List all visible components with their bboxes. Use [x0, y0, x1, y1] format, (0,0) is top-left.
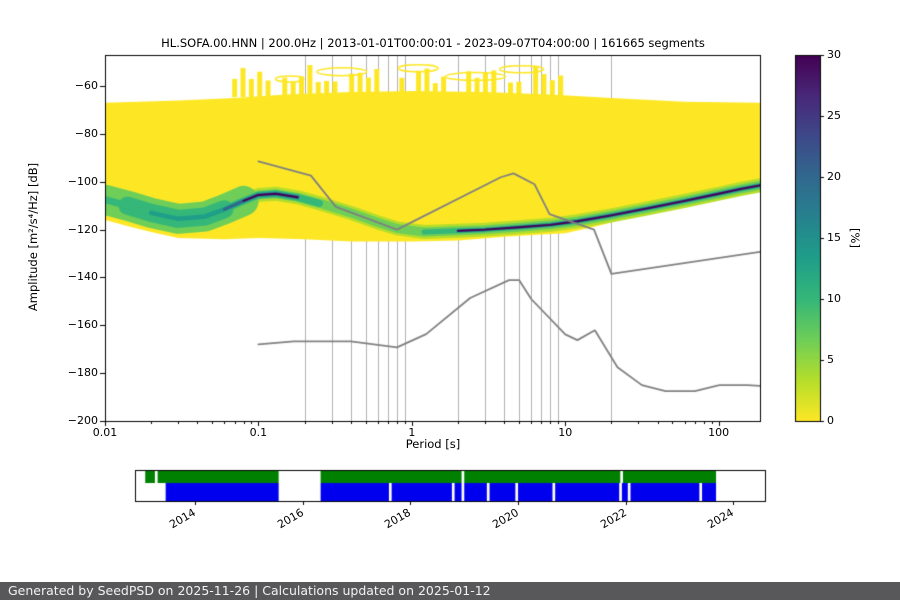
y-tick-label: −180 [67, 366, 98, 380]
colorbar-tick-label: 15 [827, 231, 841, 244]
x-tick-label: 1 [408, 426, 416, 439]
x-axis-label: Period [s] [405, 437, 461, 451]
y-tick-label: −160 [67, 318, 98, 332]
footer-text: Generated by SeedPSD on 2025-11-26 | Cal… [8, 583, 491, 598]
x-tick-label: 100 [708, 426, 730, 439]
x-tick-label: 10 [558, 426, 573, 439]
y-tick-label: −120 [67, 222, 98, 236]
colorbar-tick-label: 5 [827, 353, 834, 366]
y-tick-label: −100 [67, 174, 98, 188]
x-tick-label: 0.1 [249, 426, 268, 439]
ppsd-plot-canvas [0, 0, 900, 578]
colorbar-tick-label: 0 [827, 414, 834, 427]
y-tick-label: −200 [67, 414, 98, 427]
x-tick-label: 0.01 [92, 426, 118, 439]
colorbar-tick-label: 25 [827, 109, 841, 122]
y-axis-label: Amplitude [m²/s⁴/Hz] [dB] [26, 162, 40, 312]
y-tick-label: −140 [67, 270, 98, 284]
y-tick-label: −80 [74, 126, 98, 140]
plot-title: HL.SOFA.00.HNN | 200.0Hz | 2013-01-01T00… [161, 36, 705, 50]
footer-bar: Generated by SeedPSD on 2025-11-26 | Cal… [0, 582, 900, 600]
colorbar-tick-label: 20 [827, 170, 841, 183]
colorbar-tick-label: 30 [827, 48, 841, 61]
colorbar-tick-label: 10 [827, 292, 841, 305]
y-tick-label: −60 [74, 79, 98, 93]
